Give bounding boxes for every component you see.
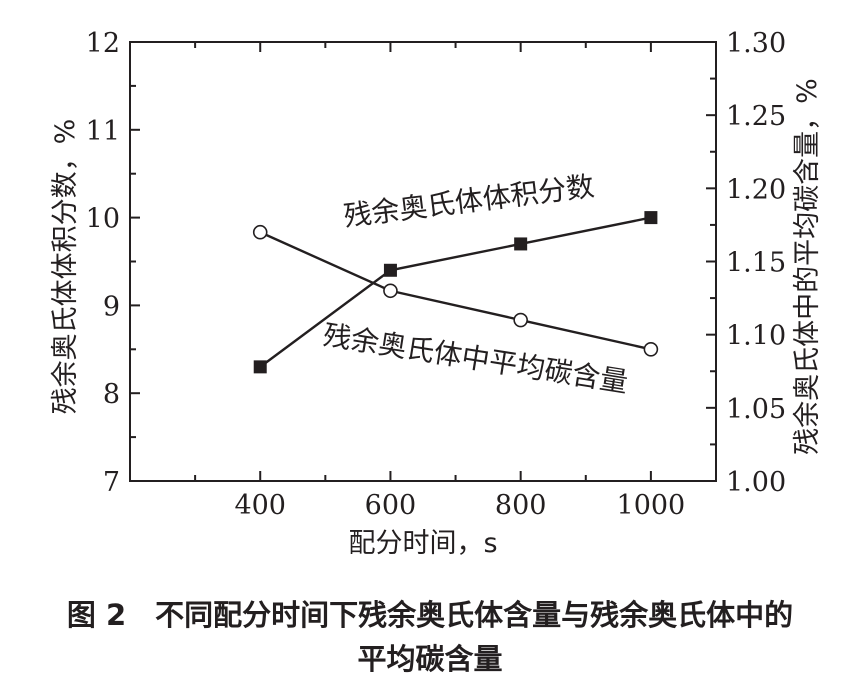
y-left-axis-title: 残余奥氏体体积分数，%: [50, 119, 81, 415]
figure-caption-line-1: 图 2 不同配分时间下残余奥氏体含量与残余奥氏体中的: [66, 598, 794, 632]
data-point-square: [514, 237, 528, 251]
data-point-circle: [513, 312, 528, 328]
y-left-tick-label: 10: [86, 204, 120, 235]
y-right-axis-title: 残余奥氏体中的平均碳含量，%: [792, 78, 823, 455]
x-tick-label: 800: [495, 490, 547, 521]
y-right-tick-label: 1.05: [726, 394, 786, 425]
data-point-square: [253, 360, 267, 374]
y-right-tick-label: 1.20: [726, 174, 786, 205]
y-left-tick-label: 11: [86, 116, 120, 147]
y-right-tick-label: 1.25: [726, 101, 786, 132]
series-annotation-volume-fraction: 残余奥氏体体积分数: [342, 169, 596, 232]
y-left-tick-label: 8: [103, 379, 120, 410]
chart: 400 600 800 1000 7 8 9 10 11 12 1.00 1.05 1.10 1.15 1.…: [50, 28, 823, 559]
x-tick-label: 400: [234, 490, 286, 521]
data-point-circle: [643, 341, 659, 357]
data-point-square: [644, 211, 658, 225]
y-left-tick-label: 12: [86, 28, 120, 59]
y-right-tick-label: 1.30: [726, 28, 786, 59]
y-right-tick-label: 1.10: [726, 321, 786, 352]
data-point-circle: [383, 283, 398, 299]
data-point-square: [383, 263, 397, 277]
ticks: 400 600 800 1000 7 8 9 10 11 12 1.00 1.05 1.10 1.15 1.…: [86, 28, 786, 521]
x-axis-title: 配分时间，s: [348, 528, 497, 559]
y-left-tick-label: 9: [103, 291, 120, 322]
figure-caption-line-2: 平均碳含量: [357, 642, 503, 676]
series-line-2: [259, 231, 652, 351]
series-line-1: [259, 216, 652, 368]
y-right-tick-label: 1.00: [726, 467, 786, 498]
x-tick-label: 1000: [617, 490, 686, 521]
y-left-tick-label: 7: [103, 467, 120, 498]
data-point-circle: [252, 224, 268, 240]
series-annotation-carbon-content: 残余奥氏体中平均碳含量: [321, 318, 630, 399]
y-right-tick-label: 1.15: [726, 248, 786, 279]
series: [252, 211, 659, 374]
plot-frame: [129, 41, 717, 482]
axes: [129, 41, 717, 482]
x-tick-label: 600: [365, 490, 417, 521]
